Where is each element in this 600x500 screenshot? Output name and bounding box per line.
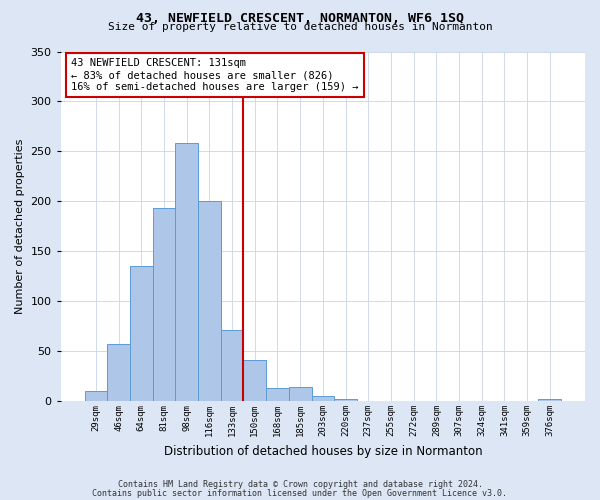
Bar xyxy=(538,399,561,401)
X-axis label: Distribution of detached houses by size in Normanton: Distribution of detached houses by size … xyxy=(164,444,482,458)
Text: Size of property relative to detached houses in Normanton: Size of property relative to detached ho… xyxy=(107,22,493,32)
Text: 43 NEWFIELD CRESCENT: 131sqm
← 83% of detached houses are smaller (826)
16% of s: 43 NEWFIELD CRESCENT: 131sqm ← 83% of de… xyxy=(71,58,359,92)
Bar xyxy=(175,144,198,401)
Text: 43, NEWFIELD CRESCENT, NORMANTON, WF6 1SQ: 43, NEWFIELD CRESCENT, NORMANTON, WF6 1S… xyxy=(136,12,464,26)
Text: Contains HM Land Registry data © Crown copyright and database right 2024.: Contains HM Land Registry data © Crown c… xyxy=(118,480,482,489)
Bar xyxy=(266,388,289,401)
Y-axis label: Number of detached properties: Number of detached properties xyxy=(15,138,25,314)
Bar xyxy=(85,391,107,401)
Bar xyxy=(221,330,244,401)
Bar xyxy=(107,344,130,401)
Bar xyxy=(334,399,357,401)
Bar xyxy=(152,208,175,401)
Text: Contains public sector information licensed under the Open Government Licence v3: Contains public sector information licen… xyxy=(92,489,508,498)
Bar xyxy=(244,360,266,401)
Bar xyxy=(130,266,152,401)
Bar xyxy=(311,396,334,401)
Bar xyxy=(198,202,221,401)
Bar xyxy=(289,387,311,401)
